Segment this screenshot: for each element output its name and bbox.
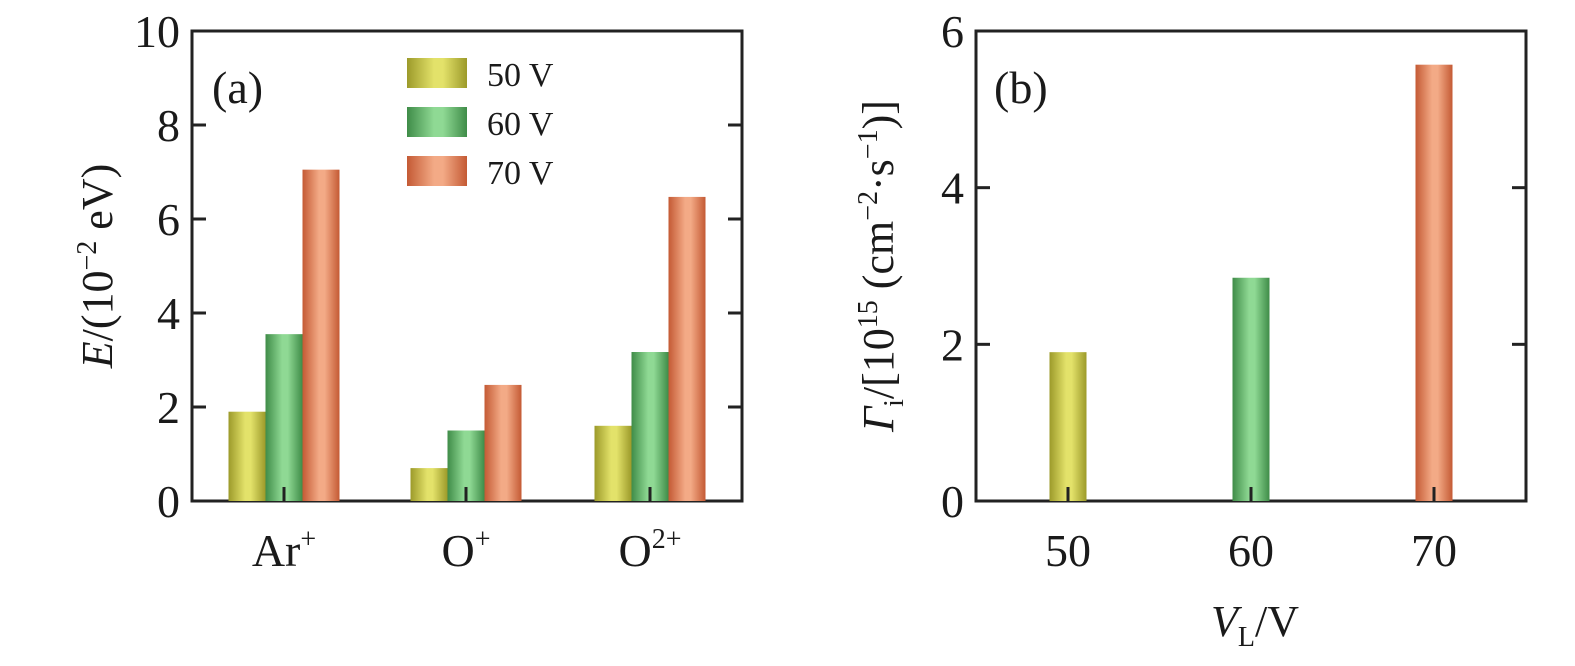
y-axis-b-tick-label: 0 bbox=[941, 476, 964, 527]
legend-label-60v: 60 V bbox=[487, 106, 554, 143]
bars-b bbox=[1049, 64, 1453, 501]
panel-label-b: (b) bbox=[994, 62, 1048, 113]
x-tick-label-a: Ar+ bbox=[252, 524, 316, 576]
bars-a bbox=[228, 169, 706, 501]
x-tick-label-a: O+ bbox=[441, 524, 490, 576]
bar-50v-cat1 bbox=[228, 411, 266, 501]
y-axis-prefix-a: /(10 bbox=[73, 270, 122, 341]
bar-70v-cat1 bbox=[302, 169, 340, 501]
legend-swatch-60v bbox=[407, 107, 467, 137]
x-tick-label-b: 60 bbox=[1228, 525, 1274, 576]
panel-label-a: (a) bbox=[212, 62, 263, 113]
bar-60v-cat3 bbox=[631, 352, 669, 501]
panel-a: 0 2 4 6 8 10 Ar+ O+ O2+ (a) 50 V 60 V 70 V E/(10−… bbox=[72, 6, 744, 576]
y-axis-exp2-b: −2 bbox=[853, 191, 884, 221]
legend-a: 50 V 60 V 70 V bbox=[407, 57, 554, 192]
bar-50v-cat3 bbox=[594, 425, 632, 501]
bar-70v-cat3 bbox=[668, 196, 706, 501]
y-axis-exp1-b: 15 bbox=[853, 300, 884, 328]
y-axis-part3-b: ·s bbox=[854, 159, 903, 191]
y-axis-part1-b: /[10 bbox=[854, 328, 903, 399]
bar-70v bbox=[1415, 64, 1453, 501]
y-axis-label-b: Γi/[1015 (cm−2·s−1)] bbox=[853, 100, 910, 433]
legend-label-50v: 50 V bbox=[487, 57, 554, 94]
y-axis-a-tick-label: 0 bbox=[157, 476, 180, 527]
x-tick-label-b: 50 bbox=[1045, 525, 1091, 576]
x-axis-subscript-b: L bbox=[1238, 622, 1255, 653]
y-axis-a-tick-label: 6 bbox=[157, 194, 180, 245]
y-ticks-a: 0 2 4 6 8 10 bbox=[134, 6, 742, 527]
y-axis-label-a: E/(10−2 eV) bbox=[72, 164, 122, 370]
y-axis-b-tick-label: 2 bbox=[941, 319, 964, 370]
y-axis-symbol-a: E bbox=[73, 341, 122, 369]
y-ticks-b: 0 2 4 6 bbox=[941, 6, 1526, 527]
y-axis-unit-a: eV) bbox=[73, 164, 122, 241]
legend-swatch-50v bbox=[407, 58, 467, 88]
y-axis-a-tick-label: 10 bbox=[134, 6, 180, 57]
x-tick-label-a: O2+ bbox=[618, 524, 681, 576]
x-axis-unit-b: /V bbox=[1255, 597, 1299, 646]
bar-60v bbox=[1232, 277, 1270, 501]
bar-70v-cat2 bbox=[484, 384, 522, 501]
legend-label-70v: 70 V bbox=[487, 155, 554, 192]
y-axis-a-tick-label: 2 bbox=[157, 382, 180, 433]
y-axis-part2-b: (cm bbox=[854, 221, 903, 300]
y-axis-exponent-a: −2 bbox=[72, 241, 103, 271]
y-axis-part4-b: )] bbox=[854, 100, 903, 129]
y-axis-subscript-b: i bbox=[879, 399, 910, 407]
y-axis-symbol-b: Γ bbox=[854, 405, 903, 433]
x-axis-label-b: VL/V bbox=[1211, 597, 1299, 653]
bar-50v bbox=[1049, 352, 1087, 501]
x-axis-symbol-b: V bbox=[1211, 597, 1243, 646]
y-axis-b-tick-label: 6 bbox=[941, 6, 964, 57]
x-tick-labels-b: 50 60 70 bbox=[1045, 487, 1457, 576]
x-tick-labels-a: Ar+ O+ O2+ bbox=[252, 487, 682, 576]
y-axis-a-tick-label: 4 bbox=[157, 288, 180, 339]
y-axis-a-tick-label: 8 bbox=[157, 100, 180, 151]
y-axis-exp3-b: −1 bbox=[853, 129, 884, 159]
bar-60v-cat1 bbox=[265, 334, 303, 501]
bar-50v-cat2 bbox=[410, 468, 448, 501]
legend-swatch-70v bbox=[407, 156, 467, 186]
x-tick-label-b: 70 bbox=[1411, 525, 1457, 576]
y-axis-b-tick-label: 4 bbox=[941, 163, 964, 214]
